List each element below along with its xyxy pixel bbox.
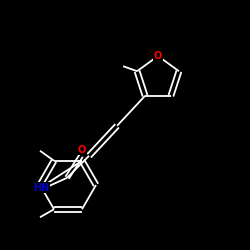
Text: HN: HN xyxy=(33,183,49,193)
Text: O: O xyxy=(154,51,162,61)
Text: O: O xyxy=(78,145,86,155)
